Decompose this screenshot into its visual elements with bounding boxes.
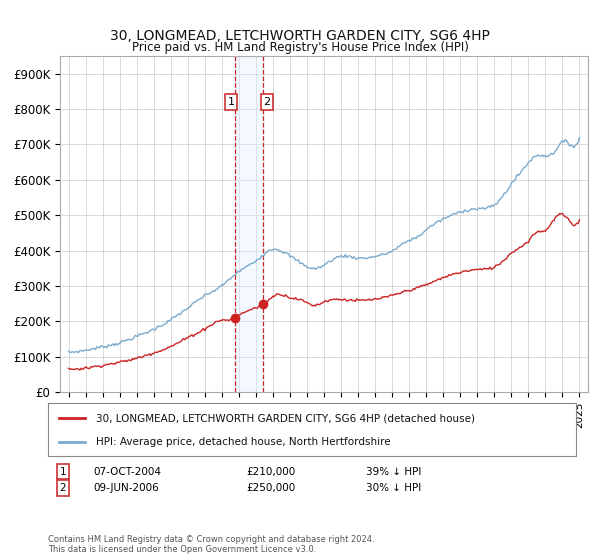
Text: 30% ↓ HPI: 30% ↓ HPI bbox=[366, 483, 421, 493]
Text: 30, LONGMEAD, LETCHWORTH GARDEN CITY, SG6 4HP: 30, LONGMEAD, LETCHWORTH GARDEN CITY, SG… bbox=[110, 29, 490, 44]
Text: 2: 2 bbox=[59, 483, 67, 493]
Text: 30, LONGMEAD, LETCHWORTH GARDEN CITY, SG6 4HP (detached house): 30, LONGMEAD, LETCHWORTH GARDEN CITY, SG… bbox=[95, 413, 475, 423]
Text: 2: 2 bbox=[263, 97, 271, 107]
Text: 07-OCT-2004: 07-OCT-2004 bbox=[93, 466, 161, 477]
Text: 1: 1 bbox=[59, 466, 67, 477]
Text: 1: 1 bbox=[227, 97, 235, 107]
Text: Contains HM Land Registry data © Crown copyright and database right 2024.
This d: Contains HM Land Registry data © Crown c… bbox=[48, 535, 374, 554]
Text: Price paid vs. HM Land Registry's House Price Index (HPI): Price paid vs. HM Land Registry's House … bbox=[131, 41, 469, 54]
Bar bbox=[235, 56, 263, 392]
Text: 09-JUN-2006: 09-JUN-2006 bbox=[93, 483, 159, 493]
Text: HPI: Average price, detached house, North Hertfordshire: HPI: Average price, detached house, Nort… bbox=[95, 436, 390, 446]
Text: £250,000: £250,000 bbox=[246, 483, 295, 493]
Text: 39% ↓ HPI: 39% ↓ HPI bbox=[366, 466, 421, 477]
Text: £210,000: £210,000 bbox=[246, 466, 295, 477]
